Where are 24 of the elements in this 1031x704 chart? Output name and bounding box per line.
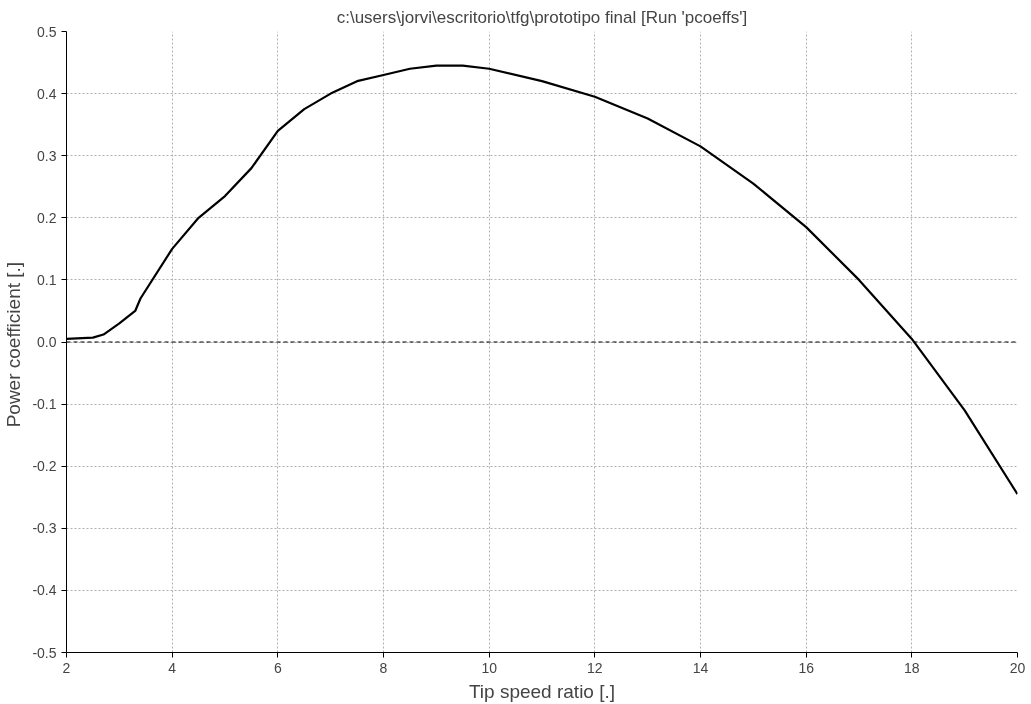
y-tick-label: -0.5 — [32, 644, 57, 661]
y-tick-label: 0.4 — [37, 85, 57, 102]
x-axis-title: Tip speed ratio [.] — [468, 680, 616, 702]
x-tick-label: 4 — [168, 659, 177, 676]
x-tick-label: 12 — [587, 659, 603, 676]
x-tick-label: 18 — [904, 659, 920, 676]
x-tick-label: 2 — [62, 659, 71, 676]
y-tick-label: -0.1 — [32, 396, 57, 413]
y-tick-label: 0.3 — [37, 147, 57, 164]
x-tick-label: 6 — [273, 659, 282, 676]
y-tick-label: 0.5 — [37, 23, 57, 40]
y-tick-label: -0.2 — [32, 458, 57, 475]
x-tick-label: 20 — [1009, 659, 1026, 676]
x-tick-label: 10 — [481, 659, 498, 676]
x-tick-label: 16 — [798, 659, 815, 676]
x-tick-label: 14 — [692, 659, 709, 676]
y-tick-label: -0.3 — [32, 520, 57, 537]
y-tick-label: 0.2 — [37, 209, 57, 226]
y-tick-label: -0.4 — [32, 582, 57, 599]
y-axis-title: Power coefficient [.] — [3, 261, 25, 428]
x-tick-label: 8 — [379, 659, 388, 676]
y-tick-label: 0.1 — [37, 271, 57, 288]
chart-title: c:\users\jorvi\escritorio\tfg\prototipo final [Run 'pcoeffs'] — [336, 7, 748, 27]
y-tick-label: 0.0 — [37, 334, 57, 350]
